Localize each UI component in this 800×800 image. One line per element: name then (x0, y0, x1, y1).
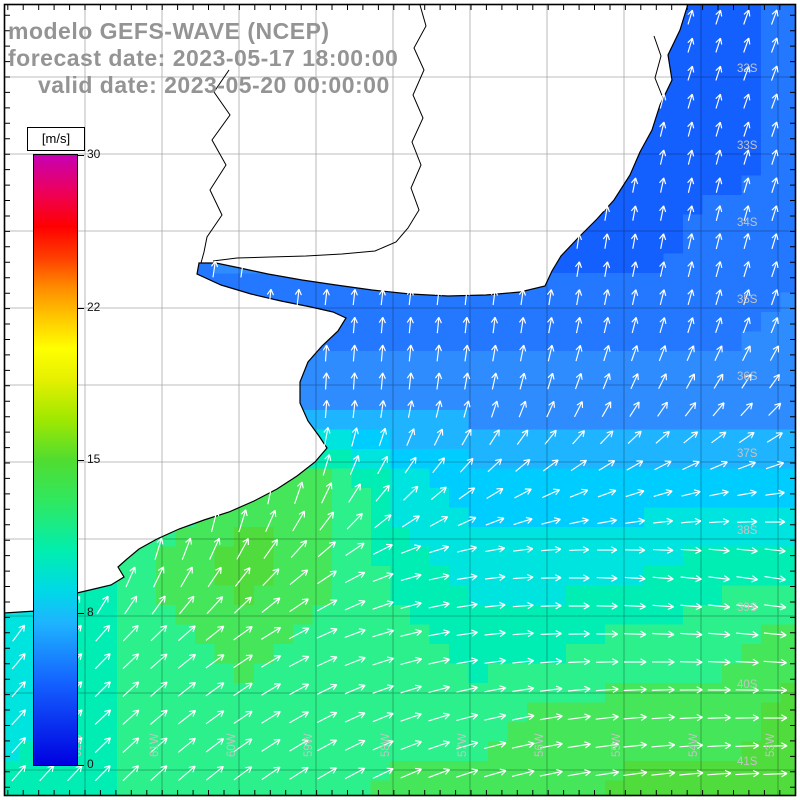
colorbar-gradient (33, 154, 78, 766)
lat-label: 35S (737, 294, 758, 306)
colorbar-tick (78, 460, 84, 461)
forecast-date: forecast date: 2023-05-17 18:00:00 (8, 45, 399, 71)
lat-label: 39S (737, 602, 758, 614)
colorbar-tick-label: 30 (87, 147, 101, 161)
wind-arrows-layer (11, 9, 788, 782)
lat-label: 32S (737, 63, 758, 75)
lon-label: 58W (380, 733, 392, 757)
lat-label: 38S (737, 525, 758, 537)
colorbar-tick-label: 15 (87, 452, 101, 466)
lon-label: 60W (226, 733, 238, 757)
lat-label: 34S (737, 217, 758, 229)
colorbar-tick (78, 155, 84, 156)
lon-label: 57W (457, 733, 469, 757)
frame-ticks (5, 5, 795, 795)
colorbar-tick (78, 765, 84, 766)
map-frame (3, 3, 797, 797)
colorbar-tick (78, 307, 84, 309)
lat-label: 41S (737, 756, 758, 768)
lon-label: 56W (534, 733, 546, 757)
colorbar-tick-label: 0 (87, 757, 94, 771)
landmass-coastline (3, 3, 689, 614)
model-title: modelo GEFS-WAVE (NCEP) (8, 18, 330, 44)
lon-label: 53W (765, 733, 777, 757)
lon-label: 61W (149, 733, 161, 757)
lat-label: 33S (737, 140, 758, 152)
river-line (653, 35, 664, 99)
rivers-layer (200, 4, 664, 264)
river-line (212, 4, 427, 262)
lon-label: 54W (688, 733, 700, 757)
colorbar-tick-label: 8 (87, 604, 94, 619)
colorbar: [m/s] 30 22 15 8 0 (27, 127, 119, 792)
colorbar-tick-label: 22 (87, 299, 101, 314)
lon-label: 59W (303, 733, 315, 757)
lon-label: 55W (611, 733, 623, 757)
colorbar-tick (78, 612, 84, 614)
graticule (5, 5, 795, 795)
title-block: modelo GEFS-WAVE (NCEP) forecast date: 2… (8, 18, 398, 99)
lat-label: 37S (737, 448, 758, 460)
colorbar-unit-label: [m/s] (27, 127, 85, 151)
valid-date: valid date: 2023-05-20 00:00:00 (38, 72, 390, 98)
river-line (200, 69, 231, 264)
lat-label: 36S (737, 371, 758, 383)
lat-label: 40S (737, 679, 758, 691)
